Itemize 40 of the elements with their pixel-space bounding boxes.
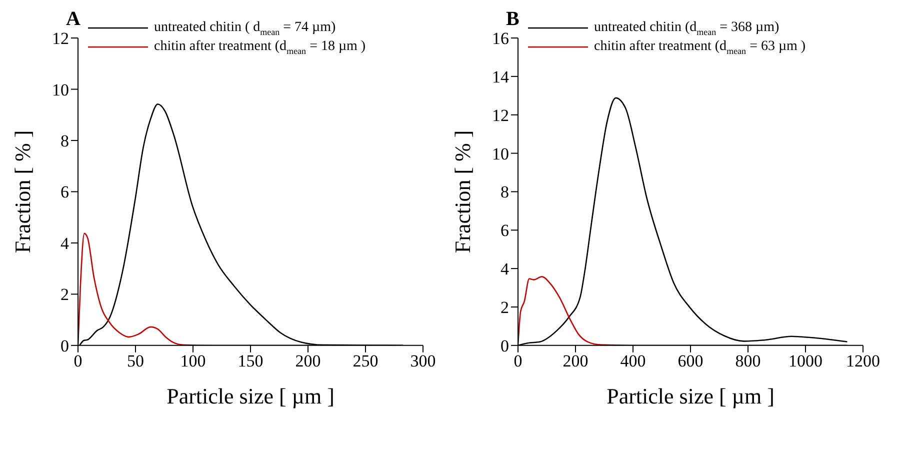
chart-title: B — [506, 8, 520, 31]
y-tick-label: 10 — [492, 144, 509, 164]
legend-label: chitin after treatment (d$_{mean}$ = 18 µm ) — [154, 38, 366, 56]
legend-label: untreated chitin (d$_{mean}$ = 368 µm) — [594, 20, 780, 37]
x-tick-label: 0 — [514, 351, 522, 370]
y-tick-label: 14 — [492, 67, 510, 86]
y-tick-label: 6 — [60, 182, 69, 202]
x-tick-label: 150 — [238, 351, 264, 370]
x-tick-label: 300 — [410, 351, 436, 370]
x-tick-label: 200 — [562, 351, 588, 370]
y-tick-label: 4 — [500, 260, 510, 279]
x-tick-label: 200 — [295, 351, 321, 370]
x-tick-label: 1000 — [788, 351, 822, 370]
y-tick-label: 0 — [500, 336, 509, 356]
y-tick-label: 10 — [52, 80, 69, 100]
y-axis-title: Fraction [ % ] — [10, 130, 35, 254]
x-tick-label: 800 — [735, 351, 761, 370]
y-axis-title: Fraction [ % ] — [450, 130, 475, 254]
y-tick-label: 12 — [52, 29, 69, 48]
y-tick-label: 8 — [500, 182, 509, 202]
y-tick-label: 0 — [60, 336, 69, 356]
y-tick-label: 2 — [60, 285, 69, 304]
x-axis-title: Particle size [ µm ] — [606, 383, 774, 408]
y-tick-label: 12 — [492, 106, 509, 125]
y-tick-label: 4 — [60, 234, 70, 253]
x-tick-label: 0 — [74, 351, 82, 370]
x-tick-label: 250 — [352, 351, 378, 370]
x-tick-label: 1200 — [846, 351, 880, 370]
y-tick-label: 8 — [60, 132, 69, 151]
x-tick-label: 50 — [127, 351, 144, 370]
x-tick-label: 600 — [678, 351, 704, 370]
x-tick-label: 400 — [620, 351, 646, 370]
y-tick-label: 16 — [492, 29, 509, 48]
y-tick-label: 2 — [500, 298, 509, 318]
x-axis-title: Particle size [ µm ] — [166, 383, 334, 408]
legend-label: untreated chitin ( d$_{mean}$ = 74 µm) — [154, 20, 336, 37]
y-tick-label: 6 — [500, 221, 509, 240]
legend-label: chitin after treatment (d$_{mean}$ = 63 µm ) — [594, 38, 806, 56]
x-tick-label: 100 — [180, 351, 206, 370]
chart-title: A — [66, 8, 80, 31]
